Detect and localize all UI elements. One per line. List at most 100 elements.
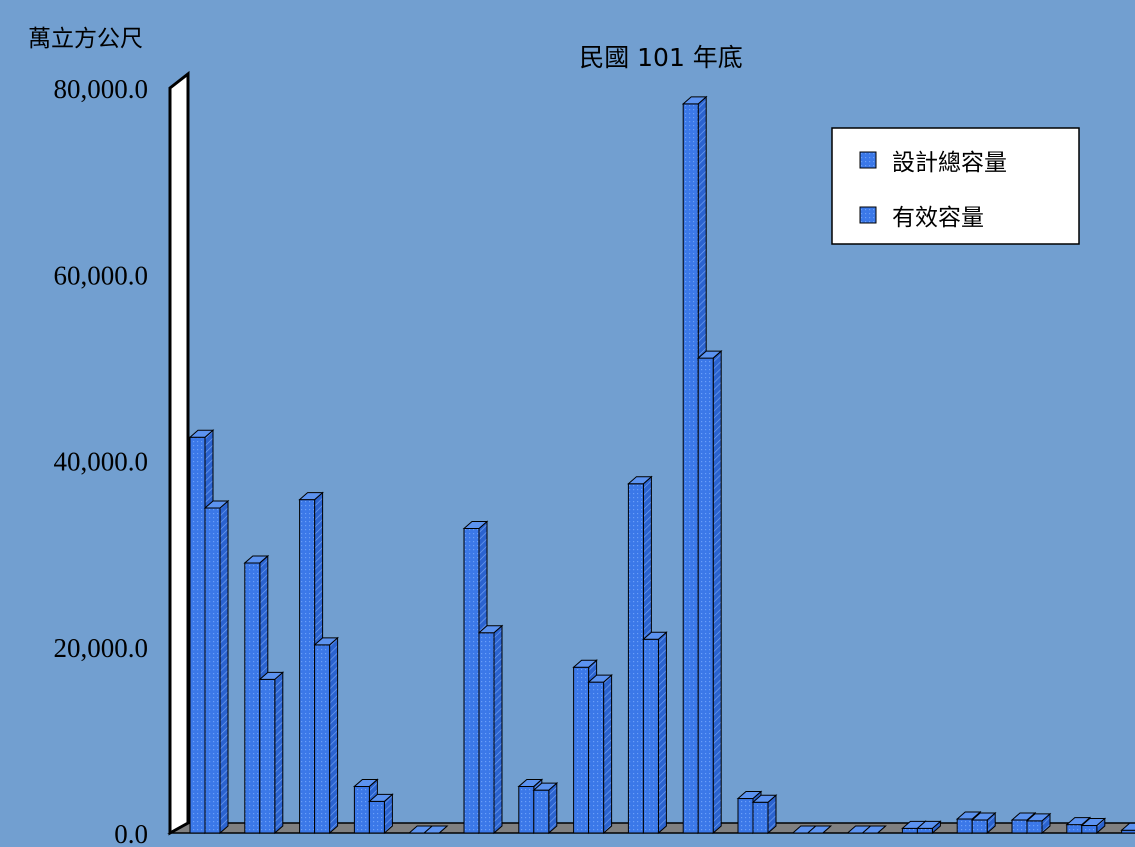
bar-top	[298, 492, 324, 501]
bar-front	[189, 436, 206, 834]
bar-series-2-cat-8	[587, 674, 613, 835]
legend-item-series-1: 設計總容量	[859, 150, 1007, 176]
bar-side	[329, 636, 339, 835]
bar-top	[627, 476, 653, 485]
bar-top	[642, 631, 668, 640]
bar-series-2-cat-14	[916, 820, 942, 835]
bar-top	[422, 825, 449, 834]
bar-top	[243, 555, 270, 564]
legend-swatch-series-2	[859, 206, 877, 224]
bar-top	[970, 812, 997, 821]
bar-front	[299, 499, 316, 834]
legend-box	[831, 127, 1080, 245]
bar-top	[806, 825, 833, 834]
bar-top	[1025, 813, 1052, 822]
bar-top	[258, 671, 285, 680]
bar-series-2-cat-10	[696, 349, 723, 835]
bar-top	[861, 825, 887, 834]
bars	[188, 95, 1135, 835]
bar-series-2-cat-11	[751, 794, 778, 835]
bar-series-2-cat-1	[203, 499, 230, 835]
y-tick-label: 40,000.0	[54, 447, 149, 477]
bar-front	[901, 827, 918, 834]
bar-top	[1010, 812, 1037, 821]
bar-series-2-cat-4	[368, 793, 394, 835]
bar-side	[548, 782, 558, 835]
bar-front	[752, 801, 769, 834]
bar-front	[737, 798, 754, 834]
bar-front	[627, 483, 644, 834]
bar-top	[736, 791, 763, 800]
bar-top	[203, 500, 230, 509]
bar-side	[219, 499, 229, 835]
legend-item-series-2: 有效容量	[859, 205, 984, 231]
bar-front	[1011, 819, 1028, 834]
bar-side	[657, 631, 667, 835]
bar-front	[244, 562, 261, 834]
bar-front	[1081, 825, 1098, 834]
bar-series-2-cat-9	[642, 631, 668, 835]
legend-swatch-series-1	[859, 151, 877, 169]
y-tick-label: 60,000.0	[54, 260, 149, 290]
bar-top	[517, 778, 544, 787]
bar-top	[681, 96, 708, 105]
legend-label-series-2: 有效容量	[892, 205, 984, 231]
bar-front	[1026, 820, 1043, 834]
bar-front	[588, 681, 605, 834]
bar-top	[955, 811, 982, 820]
bar-front	[204, 507, 221, 834]
bar-series-2-cat-6	[477, 624, 504, 835]
chart-title-area: 萬立方公尺 民國 101 年底	[28, 26, 743, 72]
bar-front	[573, 666, 590, 834]
bar-front	[956, 818, 973, 834]
bar-top	[1080, 818, 1107, 827]
bar-series-2-cat-15	[970, 811, 997, 835]
bar-series-2-cat-13	[861, 825, 887, 834]
bar-series-2-cat-17	[1080, 817, 1107, 835]
bar-top	[368, 793, 394, 802]
bar-front	[1066, 824, 1083, 834]
bar-front	[259, 678, 276, 834]
bar-side	[603, 674, 613, 835]
bar-top	[462, 520, 489, 529]
bar-series-1-cat-18	[1120, 822, 1135, 834]
bar-series-2-cat-3	[313, 636, 339, 835]
bar-top	[477, 625, 504, 634]
bar-front	[642, 638, 659, 834]
bar-top	[587, 674, 613, 683]
bar-top	[916, 820, 942, 829]
bar-front	[353, 785, 370, 834]
bar-front	[518, 785, 535, 834]
bar-front	[682, 103, 699, 834]
bar-front	[916, 827, 933, 834]
bar-front	[314, 644, 331, 834]
legend-label-series-1: 設計總容量	[892, 150, 1007, 176]
bar-top	[353, 778, 379, 787]
y-tick-label: 0.0	[114, 819, 148, 847]
bar-front	[971, 819, 988, 834]
bar-series-2-cat-7	[532, 782, 559, 835]
bar-series-2-cat-12	[806, 825, 833, 834]
bar-top	[532, 782, 559, 791]
bar-front	[478, 632, 495, 834]
bar-side	[493, 624, 503, 835]
y-axis-unit-label: 萬立方公尺	[28, 26, 143, 52]
bar-front	[697, 357, 714, 834]
bar-top	[1065, 817, 1092, 826]
bar-front	[368, 800, 385, 834]
bar-top	[572, 659, 598, 668]
bar-top	[313, 637, 339, 646]
bar-side	[274, 671, 284, 835]
y-axis-ticks: 0.0 20,000.0 40,000.0 60,000.0 80,000.0	[54, 74, 149, 847]
bar-series-2-cat-16	[1025, 812, 1052, 835]
bar-front	[463, 527, 480, 834]
y-tick-label: 20,000.0	[54, 633, 149, 663]
y-tick-label: 80,000.0	[54, 74, 149, 104]
bar-front	[533, 789, 550, 834]
bar-top	[696, 350, 723, 359]
back-wall	[168, 70, 190, 836]
bar-top	[1120, 822, 1135, 831]
chart-title: 民國 101 年底	[579, 43, 743, 72]
bar-series-2-cat-5	[422, 825, 449, 834]
